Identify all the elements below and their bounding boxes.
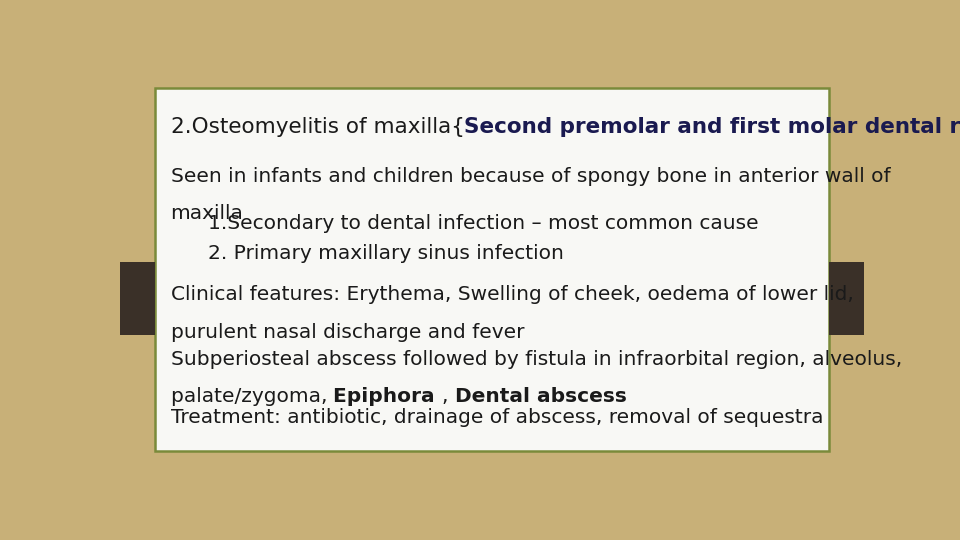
Bar	[829, 262, 864, 335]
Text: Subperiosteal abscess followed by fistula in infraorbital region, alveolus,: Subperiosteal abscess followed by fistul…	[171, 349, 901, 369]
Text: purulent nasal discharge and fever: purulent nasal discharge and fever	[171, 322, 524, 342]
Text: 2. Primary maxillary sinus infection: 2. Primary maxillary sinus infection	[207, 244, 564, 262]
Text: Dental abscess: Dental abscess	[455, 387, 627, 406]
Bar	[120, 262, 155, 335]
Text: Seen in infants and children because of spongy bone in anterior wall of: Seen in infants and children because of …	[171, 167, 890, 186]
Text: Treatment: antibiotic, drainage of abscess, removal of sequestra: Treatment: antibiotic, drainage of absce…	[171, 408, 823, 427]
Text: Clinical features: Erythema, Swelling of cheek, oedema of lower lid,: Clinical features: Erythema, Swelling of…	[171, 285, 853, 304]
Text: Second premolar and first molar dental root: Second premolar and first molar dental r…	[465, 117, 960, 137]
Text: 1.Secondary to dental infection – most common cause: 1.Secondary to dental infection – most c…	[207, 214, 758, 233]
Text: ,: ,	[443, 387, 455, 406]
Text: palate/zygoma,: palate/zygoma,	[171, 387, 333, 406]
Text: Epiphora: Epiphora	[333, 387, 443, 406]
Text: 2.Osteomyelitis of maxilla{: 2.Osteomyelitis of maxilla{	[171, 117, 465, 137]
Text: maxilla: maxilla	[171, 204, 244, 223]
FancyBboxPatch shape	[155, 87, 829, 451]
